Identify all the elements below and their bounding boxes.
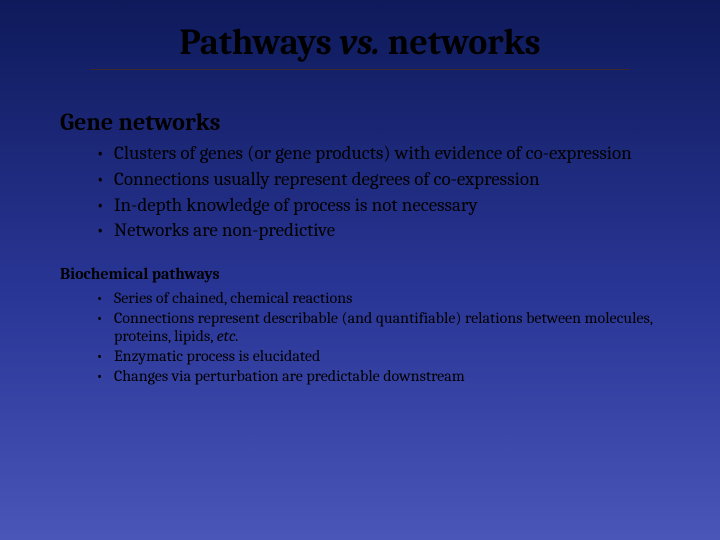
list-item: Enzymatic process is elucidated [96,347,660,365]
section-biochemical-pathways: Biochemical pathways Series of chained, … [60,265,660,385]
section-heading: Biochemical pathways [60,265,660,283]
bullet-list: Clusters of genes (or gene products) wit… [96,142,660,243]
list-item: Changes via perturbation are predictable… [96,367,660,385]
list-item: Clusters of genes (or gene products) wit… [96,142,660,166]
list-item: Connections represent describable (and q… [96,309,660,345]
slide: Pathways vs. networks Gene networks Clus… [0,0,720,540]
title-text-3: networks [380,22,541,63]
title-underline [90,69,630,70]
list-item: Series of chained, chemical reactions [96,289,660,307]
bullet-list: Series of chained, chemical reactions Co… [96,289,660,385]
slide-title: Pathways vs. networks [60,22,660,70]
list-item: Connections usually represent degrees of… [96,168,660,192]
section-heading: Gene networks [60,108,660,136]
list-item: Networks are non-predictive [96,219,660,243]
list-item: In-depth knowledge of process is not nec… [96,194,660,218]
title-text-1: Pathways [179,22,339,63]
title-text-italic: vs. [340,22,380,63]
section-gene-networks: Gene networks Clusters of genes (or gene… [60,108,660,243]
